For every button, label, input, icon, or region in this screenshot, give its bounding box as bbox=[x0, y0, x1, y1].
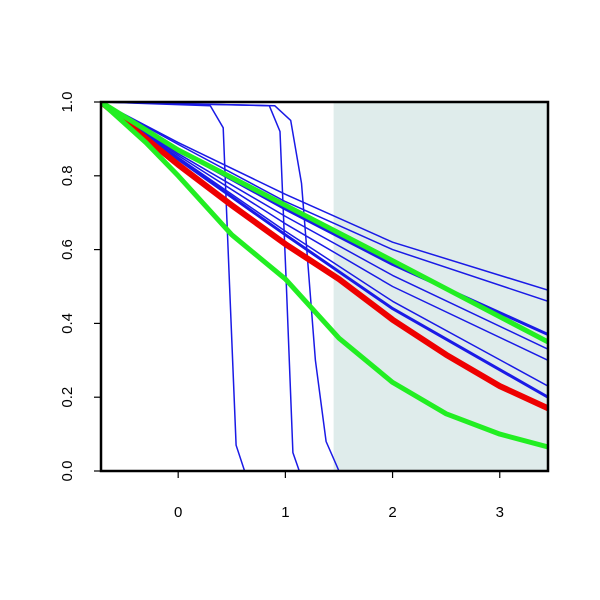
x-tick-label: 1 bbox=[281, 504, 289, 521]
x-tick-label: 3 bbox=[496, 504, 504, 521]
series-layer bbox=[101, 102, 548, 471]
y-tick-label: 0.2 bbox=[59, 387, 76, 408]
series-line-5 bbox=[101, 102, 548, 303]
series-line-12 bbox=[101, 102, 548, 345]
x-axis: 0 1 2 3 bbox=[174, 471, 504, 521]
y-tick-label: 0.6 bbox=[59, 239, 76, 260]
y-tick-label: 0.4 bbox=[59, 313, 76, 334]
series-line-11 bbox=[101, 102, 548, 412]
series-line-1 bbox=[101, 102, 548, 471]
series-line-13 bbox=[101, 102, 548, 450]
y-tick-label: 1.0 bbox=[59, 92, 76, 113]
x-tick-label: 2 bbox=[388, 504, 396, 521]
x-tick-label: 0 bbox=[174, 504, 182, 521]
y-tick-label: 0.0 bbox=[59, 461, 76, 482]
y-axis: 0.0 0.2 0.4 0.6 0.8 1.0 bbox=[59, 92, 101, 482]
series-line-4 bbox=[101, 102, 548, 291]
plot-frame bbox=[99, 100, 550, 473]
y-tick-label: 0.8 bbox=[59, 165, 76, 186]
series-line-8 bbox=[101, 102, 548, 362]
